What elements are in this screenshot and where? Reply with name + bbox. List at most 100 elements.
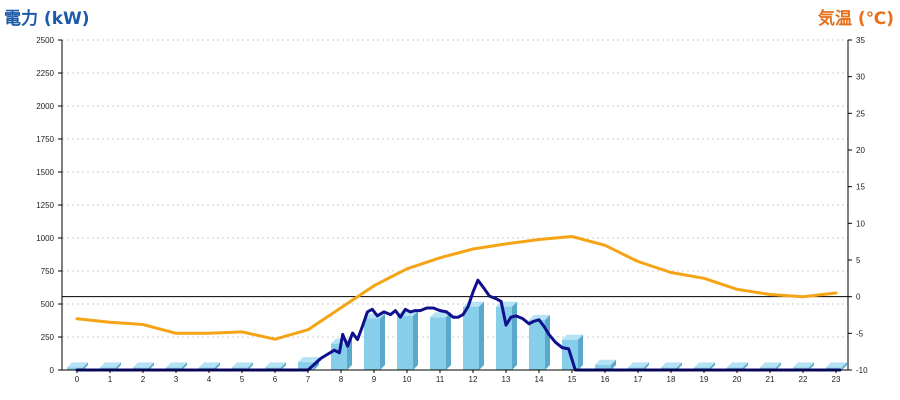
bar-side bbox=[809, 362, 814, 370]
bar-top bbox=[562, 334, 583, 340]
bar bbox=[298, 362, 314, 370]
bar bbox=[595, 364, 611, 370]
right-axis-title: 気温 (℃) bbox=[817, 9, 894, 29]
left-tick-label: 1250 bbox=[36, 201, 54, 210]
x-tick-label: 8 bbox=[339, 375, 344, 384]
bar-side bbox=[380, 313, 385, 370]
bar-top bbox=[265, 362, 286, 368]
bar-side bbox=[248, 362, 253, 370]
left-tick-label: 0 bbox=[50, 366, 55, 375]
right-tick-label: 0 bbox=[856, 293, 861, 302]
x-tick-label: 11 bbox=[436, 375, 445, 384]
x-tick-label: 1 bbox=[108, 375, 113, 384]
x-tick-label: 19 bbox=[700, 375, 709, 384]
left-tick-label: 1000 bbox=[36, 234, 54, 243]
bar-series bbox=[67, 301, 847, 370]
bar-side bbox=[710, 362, 715, 370]
left-tick-label: 2000 bbox=[36, 102, 54, 111]
bar-top bbox=[826, 362, 847, 368]
bar bbox=[67, 367, 83, 370]
right-tick-label: 35 bbox=[856, 36, 865, 45]
bar-top bbox=[133, 362, 154, 368]
bar-top bbox=[628, 362, 649, 368]
x-tick-label: 15 bbox=[568, 375, 577, 384]
x-tick-label: 17 bbox=[634, 375, 643, 384]
bar-top bbox=[694, 362, 715, 368]
bar-top bbox=[793, 362, 814, 368]
bar bbox=[430, 317, 446, 370]
x-tick-label: 16 bbox=[601, 375, 610, 384]
bar-side bbox=[479, 301, 484, 370]
bar-side bbox=[83, 362, 88, 370]
x-tick-label: 4 bbox=[207, 375, 212, 384]
bar bbox=[463, 306, 479, 370]
right-tick-label: 25 bbox=[856, 109, 865, 118]
bar-side bbox=[413, 310, 418, 370]
bar-side bbox=[677, 362, 682, 370]
x-tick-label: 3 bbox=[174, 375, 179, 384]
left-tick-label: 2500 bbox=[36, 36, 54, 45]
bar bbox=[529, 319, 545, 370]
right-tick-label: 20 bbox=[856, 146, 865, 155]
x-tick-label: 0 bbox=[75, 375, 80, 384]
gridlines bbox=[62, 39, 848, 338]
bar-side bbox=[611, 359, 616, 370]
bar-side bbox=[644, 362, 649, 370]
x-tick-label: 20 bbox=[733, 375, 742, 384]
bar-top bbox=[661, 362, 682, 368]
right-tick-label: 10 bbox=[856, 219, 865, 228]
left-tick-label: 500 bbox=[41, 300, 55, 309]
bar-side bbox=[149, 362, 154, 370]
bar bbox=[364, 318, 380, 370]
x-tick-label: 9 bbox=[372, 375, 377, 384]
bar-top bbox=[100, 362, 121, 368]
line-series bbox=[75, 235, 842, 372]
x-tick-label: 22 bbox=[799, 375, 808, 384]
x-tick-label: 21 bbox=[766, 375, 775, 384]
bar-top bbox=[232, 362, 253, 368]
right-tick-label: -5 bbox=[856, 329, 864, 338]
x-tick-label: 5 bbox=[240, 375, 245, 384]
bar-top bbox=[430, 312, 451, 318]
bar-side bbox=[116, 362, 121, 370]
right-tick-label: 5 bbox=[856, 256, 861, 265]
left-tick-label: 1500 bbox=[36, 168, 54, 177]
bar-side bbox=[842, 362, 847, 370]
bar-side bbox=[281, 362, 286, 370]
bar-top bbox=[166, 362, 187, 368]
x-tick-label: 14 bbox=[535, 375, 544, 384]
x-tick-label: 23 bbox=[832, 375, 841, 384]
x-tick-label: 7 bbox=[306, 375, 311, 384]
x-tick-label: 6 bbox=[273, 375, 278, 384]
left-tick-label: 1750 bbox=[36, 135, 54, 144]
bar-top bbox=[67, 362, 88, 368]
bar-side bbox=[776, 362, 781, 370]
bar-top bbox=[199, 362, 220, 368]
bar-top bbox=[727, 362, 748, 368]
left-axis-title: 電力 (kW) bbox=[4, 9, 90, 29]
bar-side bbox=[578, 334, 583, 370]
left-tick-label: 2250 bbox=[36, 69, 54, 78]
x-tick-label: 12 bbox=[469, 375, 478, 384]
axes: 02505007501000125015001750200022502500-1… bbox=[36, 36, 868, 384]
x-tick-label: 13 bbox=[502, 375, 511, 384]
bar-side bbox=[182, 362, 187, 370]
bar-top bbox=[760, 362, 781, 368]
temperature-line bbox=[75, 235, 838, 341]
right-tick-label: 15 bbox=[856, 183, 865, 192]
bar-side bbox=[545, 314, 550, 370]
power-line bbox=[75, 278, 842, 372]
bar bbox=[397, 315, 413, 370]
bar-top bbox=[298, 357, 319, 363]
bar-side bbox=[215, 362, 220, 370]
x-tick-label: 18 bbox=[667, 375, 676, 384]
x-tick-label: 2 bbox=[141, 375, 146, 384]
bar-side bbox=[743, 362, 748, 370]
bar-top bbox=[529, 314, 550, 320]
bar-top bbox=[595, 359, 616, 365]
left-tick-label: 750 bbox=[41, 267, 55, 276]
bar-side bbox=[512, 301, 517, 370]
left-tick-label: 250 bbox=[41, 333, 55, 342]
right-tick-label: 30 bbox=[856, 73, 865, 82]
